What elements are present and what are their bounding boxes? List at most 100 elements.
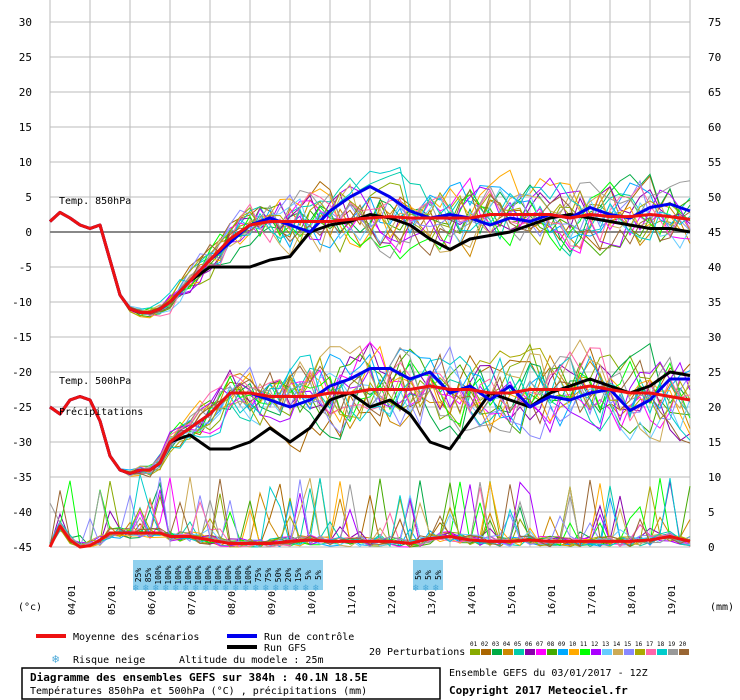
snow-risk-bar [233, 560, 243, 590]
perturbation-line [49, 180, 691, 316]
snow-risk-bar [433, 560, 443, 590]
snow-risk-bar [413, 560, 423, 590]
x-tick-label: 13/01 [427, 585, 438, 615]
left-tick-label: 15 [19, 121, 32, 134]
snow-risk-bar [253, 560, 263, 590]
right-axis-unit: (mm) [710, 602, 734, 613]
snow-risk-pct: 100% [214, 565, 223, 584]
perturbation-line [49, 189, 691, 315]
perturbation-swatch [657, 649, 667, 655]
perturbation-id: 01 [470, 641, 478, 648]
perturbation-id: 08 [547, 641, 555, 648]
series-line-t500-3 [49, 384, 691, 475]
snow-risk-bar [423, 560, 433, 590]
right-tick-label: 35 [708, 296, 721, 309]
left-tick-label: -45 [12, 541, 32, 554]
snow-risk-pct: 75% [254, 568, 263, 583]
snowflake-icon: ❄ [413, 583, 420, 594]
perturbation-swatch [492, 649, 502, 655]
perturbation-swatch [580, 649, 590, 655]
x-tick-label: 10/01 [307, 585, 318, 615]
snowflake-icon: ❄ [423, 583, 430, 594]
perturbation-swatch [503, 649, 513, 655]
perturbation-id: 09 [558, 641, 566, 648]
title-box [21, 667, 441, 700]
panel-label-precip: Précipitations [59, 406, 143, 418]
perturbation-line [49, 338, 691, 473]
right-tick-label: 55 [708, 156, 721, 169]
ensemble-run-label: Ensemble GEFS du 03/01/2017 - 12Z [449, 668, 648, 679]
snow-risk-bar [263, 560, 273, 590]
x-tick-label: 16/01 [547, 585, 558, 615]
perturbation-id: 19 [668, 641, 676, 648]
snow-risk-pct: 100% [204, 565, 213, 584]
right-tick-label: 50 [708, 191, 721, 204]
perturbation-swatch [525, 649, 535, 655]
left-tick-label: -40 [12, 506, 32, 519]
perturbation-swatch [635, 649, 645, 655]
snow-risk-pct: 100% [164, 565, 173, 584]
snow-risk-bar [143, 560, 153, 590]
snowflake-icon: ❄ [293, 583, 300, 594]
perturbation-id: 07 [536, 641, 544, 648]
left-axis-unit: (°c) [18, 602, 42, 613]
snow-risk-pct: 100% [174, 565, 183, 584]
snowflake-icon: ❄ [313, 583, 320, 594]
left-tick-label: 20 [19, 86, 32, 99]
snow-risk-bar [313, 560, 323, 590]
snow-risk-pct: 100% [194, 565, 203, 584]
snow-risk-pct: 100% [234, 565, 243, 584]
right-tick-label: 75 [708, 16, 721, 29]
perturbation-id: 11 [580, 641, 588, 648]
snow-risk-pct: 50% [274, 568, 283, 583]
perturbation-line [49, 359, 691, 475]
snow-risk-bar [163, 560, 173, 590]
perturbation-id: 06 [525, 641, 533, 648]
perturbation-swatch [679, 649, 689, 655]
snow-risk-bar [293, 560, 303, 590]
perturbation-line [49, 194, 691, 318]
snowflake-icon: ❄ [143, 583, 150, 594]
x-tick-label: 17/01 [587, 585, 598, 615]
right-tick-label: 15 [708, 436, 721, 449]
right-tick-label: 40 [708, 261, 721, 274]
perturbation-legend: 01 02 03 04 05 06 07 08 09 10 11 12 13 14 15 16 17 18 19 20 [470, 641, 689, 655]
perturbation-line [49, 190, 691, 317]
left-tick-label: -20 [12, 366, 32, 379]
snow-risk-pct: 100% [184, 565, 193, 584]
snowflake-icon: ❄ [253, 583, 260, 594]
right-tick-label: 65 [708, 86, 721, 99]
snow-risk-bar [133, 560, 143, 590]
perturbation-id: 15 [624, 641, 632, 648]
perturbation-line [49, 478, 691, 548]
snow-risk-pct: 25% [134, 568, 143, 583]
right-tick-label: 0 [708, 541, 715, 554]
legend-control-label: Run de contrôle [264, 631, 354, 643]
grid [49, 0, 691, 548]
snow-risk-bar [173, 560, 183, 590]
left-tick-label: 0 [25, 226, 32, 239]
x-tick-label: 07/01 [187, 585, 198, 615]
perturbation-swatch [536, 649, 546, 655]
snowflake-icon: ❄ [133, 583, 140, 594]
snowflake-icon: ❄ [153, 583, 160, 594]
perturbation-swatch [646, 649, 656, 655]
snowflake-icon: ❄ [213, 583, 220, 594]
x-tick-label: 12/01 [387, 585, 398, 615]
x-tick-label: 19/01 [667, 585, 678, 615]
right-tick-label: 60 [708, 121, 721, 134]
left-tick-label: 30 [19, 16, 32, 29]
left-tick-label: -25 [12, 401, 32, 414]
perturbation-line [49, 185, 691, 317]
snow-risk-bar [303, 560, 313, 590]
left-tick-label: -10 [12, 296, 32, 309]
perturbation-id: 12 [591, 641, 599, 648]
right-tick-label: 5 [708, 506, 715, 519]
snow-risk-pct: 75% [264, 568, 273, 583]
perturbation-id: 10 [569, 641, 577, 648]
left-tick-label: 10 [19, 156, 32, 169]
snow-risk-bar [243, 560, 253, 590]
left-tick-label: -5 [19, 261, 32, 274]
